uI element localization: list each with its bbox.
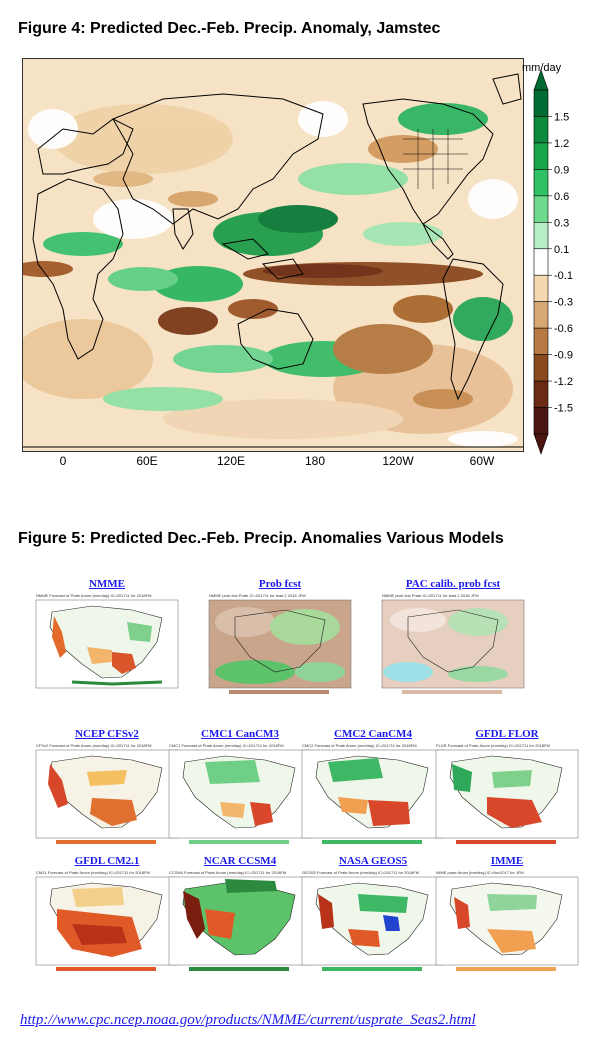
colorbar-swatch — [533, 248, 549, 276]
colorbar-tick-label: -0.9 — [554, 350, 573, 362]
panel-subtitle: CFSv2 Forecast of Prate Anom (mm/day) IC… — [36, 743, 152, 748]
global-precip-anomaly-map — [22, 58, 524, 452]
panel-subtitle: CMC2 Forecast of Prate Anom (mm/day) IC=… — [302, 743, 417, 748]
panel-ncep-cfsv2: NCEP CFSv2 CFSv2 Forecast of Prate Anom … — [32, 728, 182, 846]
cmc2-map — [301, 749, 445, 844]
colorbar-swatch — [533, 195, 549, 223]
prob-fcst-map — [208, 599, 352, 694]
colorbar-tick-label: 1.2 — [554, 138, 569, 150]
lon-label-60e: 60E — [136, 454, 158, 468]
panel-subtitle: FLOR Forecast of Prate Anom (mm/day) IC=… — [436, 743, 550, 748]
figure-5-title: Figure 5: Predicted Dec.-Feb. Precip. An… — [18, 530, 504, 547]
colorbar-tick-label: 0.6 — [554, 191, 569, 203]
lon-label-180: 180 — [304, 454, 326, 468]
colorbar-swatch — [533, 274, 549, 302]
coastlines — [23, 73, 523, 448]
panel-subtitle: IMME prate Anom [mm/day] IC=Nov2017 for … — [436, 870, 524, 875]
nmme-map — [35, 599, 179, 689]
figure-4-title: Figure 4: Predicted Dec.-Feb. Precip. An… — [18, 20, 441, 37]
gfdl-flor-map — [435, 749, 579, 844]
panel-subtitle: CCSM4 Forecast of Prate Anom (mm/day) IC… — [169, 870, 287, 875]
anomaly-field — [23, 101, 518, 447]
panel-link-imme[interactable]: IMME — [490, 855, 524, 867]
colorbar-swatch — [533, 380, 549, 408]
colorbar-swatch — [533, 354, 549, 382]
panel-link-gfdl-cm21[interactable]: GFDL CM2.1 — [74, 855, 140, 867]
colorbar-top-arrow — [533, 69, 549, 91]
panel-subtitle: NMME prob fcst Prate IC=201711 for lead … — [209, 593, 306, 598]
lon-label-0: 0 — [59, 454, 67, 468]
cmc1-map — [168, 749, 312, 844]
gfdl-cm21-map — [35, 876, 179, 971]
colorbar-bottom-arrow — [533, 433, 549, 455]
colorbar-tick-label: -0.3 — [554, 297, 573, 309]
panel-prob-fcst: Prob fcst NMME prob fcst Prate IC=201711… — [205, 578, 355, 696]
ncep-cfsv2-map — [35, 749, 179, 844]
lon-label-120w: 120W — [382, 454, 414, 468]
panel-gfdl-flor: GFDL FLOR FLOR Forecast of Prate Anom (m… — [432, 728, 582, 846]
panel-link-cmc2[interactable]: CMC2 CanCM4 — [334, 728, 412, 740]
colorbar-swatch — [533, 169, 549, 197]
colorbar-tick-label: -1.5 — [554, 403, 573, 415]
panel-link-prob-fcst[interactable]: Prob fcst — [258, 578, 302, 590]
panel-link-nmme[interactable]: NMME — [88, 578, 126, 590]
panel-imme: IMME IMME prate Anom [mm/day] IC=Nov2017… — [432, 855, 582, 973]
panel-subtitle: CMC1 Forecast of Prate Anom (mm/day) IC=… — [169, 743, 284, 748]
colorbar-swatch — [533, 301, 549, 329]
panel-subtitle: CM21 Forecast of Prate Anom (mm/day) IC=… — [36, 870, 150, 875]
colorbar-swatch — [533, 222, 549, 250]
ncar-ccsm4-map — [168, 876, 312, 971]
panel-link-pac-calib[interactable]: PAC calib. prob fcst — [405, 578, 501, 590]
colorbar-tick-label: 1.5 — [554, 111, 569, 123]
colorbar-swatch — [533, 142, 549, 170]
colorbar-tick-label: -0.1 — [554, 270, 573, 282]
panel-ncar-ccsm4: NCAR CCSM4 CCSM4 Forecast of Prate Anom … — [165, 855, 315, 973]
colorbar-swatch — [533, 89, 549, 117]
colorbar-swatch — [533, 327, 549, 355]
panel-nmme: NMME NMME Forecast of Prate Anom (mm/day… — [32, 578, 182, 696]
panel-link-ncar-ccsm4[interactable]: NCAR CCSM4 — [203, 855, 277, 867]
imme-map — [435, 876, 579, 971]
panel-nasa-geos5: NASA GEOS5 GEOS5 Forecast of Prate Anom … — [298, 855, 448, 973]
pac-calib-map — [381, 599, 525, 694]
colorbar-swatch — [533, 116, 549, 144]
panel-link-nasa-geos5[interactable]: NASA GEOS5 — [338, 855, 408, 867]
nasa-geos5-map — [301, 876, 445, 971]
units-label: mm/day — [522, 62, 562, 74]
colorbar-tick-label: 0.3 — [554, 217, 569, 229]
panel-subtitle: NMME prob fcst Prate IC=201711 for lead … — [382, 593, 479, 598]
panel-link-cmc1[interactable]: CMC1 CanCM3 — [201, 728, 279, 740]
colorbar-legend: 1.5 1.2 0.9 0.6 0.3 0.1 -0.1 -0.3 -0.6 -0.9 -1.2 -1… — [533, 69, 573, 455]
panel-pac-calib: PAC calib. prob fcst NMME prob fcst Prat… — [378, 578, 528, 696]
panel-cmc2: CMC2 CanCM4 CMC2 Forecast of Prate Anom … — [298, 728, 448, 846]
colorbar-tick-label: -0.6 — [554, 323, 573, 335]
panel-gfdl-cm21: GFDL CM2.1 CM21 Forecast of Prate Anom (… — [32, 855, 182, 973]
lon-label-60w: 60W — [469, 454, 495, 468]
panel-link-gfdl-flor[interactable]: GFDL FLOR — [475, 728, 539, 740]
panel-subtitle: GEOS5 Forecast of Prate Anom (mm/day) IC… — [302, 870, 419, 875]
panel-subtitle: NMME Forecast of Prate Anom (mm/day) IC=… — [36, 593, 152, 598]
lon-label-120e: 120E — [216, 454, 246, 468]
colorbar-tick-label: 0.1 — [554, 244, 569, 256]
colorbar-tick-label: 0.9 — [554, 164, 569, 176]
colorbar-tick-label: -1.2 — [554, 376, 573, 388]
panel-cmc1: CMC1 CanCM3 CMC1 Forecast of Prate Anom … — [165, 728, 315, 846]
panel-link-ncep-cfsv2[interactable]: NCEP CFSv2 — [75, 728, 139, 740]
source-url-link[interactable]: http://www.cpc.ncep.noaa.gov/products/NM… — [20, 1012, 476, 1028]
us-state-lines — [403, 129, 468, 189]
colorbar-swatch — [533, 407, 549, 435]
